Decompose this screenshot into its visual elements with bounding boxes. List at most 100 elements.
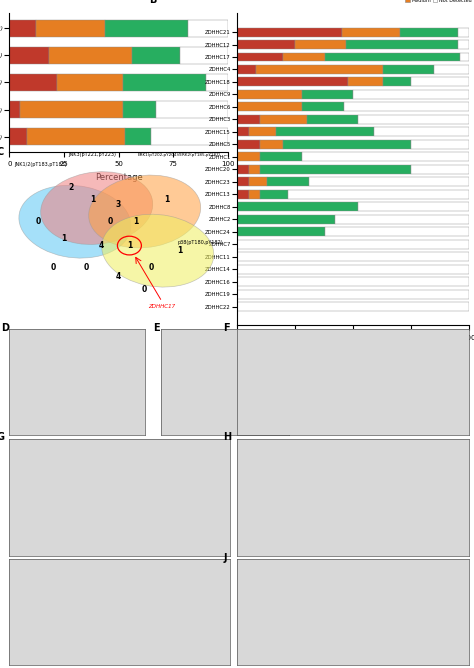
Bar bbox=[49, 47, 132, 64]
Bar bbox=[283, 53, 325, 61]
Text: JNK1/2(pT183,pT185): JNK1/2(pT183,pT185) bbox=[14, 162, 66, 167]
Bar bbox=[237, 290, 469, 299]
Bar bbox=[9, 19, 36, 37]
Bar bbox=[302, 90, 353, 99]
Bar bbox=[348, 77, 383, 86]
Bar bbox=[237, 227, 325, 236]
Bar bbox=[353, 90, 469, 99]
Bar bbox=[267, 177, 309, 186]
Text: 0: 0 bbox=[148, 263, 154, 272]
Text: 4: 4 bbox=[99, 241, 104, 250]
Bar bbox=[237, 77, 348, 86]
Text: ZDHHC17: ZDHHC17 bbox=[148, 305, 176, 309]
Ellipse shape bbox=[41, 172, 153, 244]
Bar bbox=[237, 240, 469, 248]
Bar bbox=[383, 65, 434, 74]
Text: ERK1(pT202,pY204)/ERK2(pT185,pY187): ERK1(pT202,pY204)/ERK2(pT185,pY187) bbox=[138, 153, 221, 157]
Bar bbox=[237, 90, 302, 99]
Bar bbox=[288, 190, 469, 199]
Bar bbox=[346, 40, 457, 49]
Text: B: B bbox=[149, 0, 156, 5]
Bar bbox=[180, 47, 228, 64]
Bar bbox=[20, 101, 123, 118]
Text: 0: 0 bbox=[83, 263, 89, 272]
Bar bbox=[325, 227, 469, 236]
Bar bbox=[400, 27, 457, 37]
Bar bbox=[237, 253, 469, 261]
Text: 0: 0 bbox=[107, 217, 112, 226]
Bar bbox=[237, 202, 358, 211]
Bar bbox=[237, 177, 248, 186]
Bar bbox=[237, 277, 469, 286]
Bar bbox=[237, 152, 260, 162]
Bar bbox=[132, 47, 180, 64]
Bar bbox=[248, 190, 260, 199]
Bar bbox=[302, 152, 469, 162]
Bar bbox=[9, 73, 57, 92]
X-axis label: Percentage: Percentage bbox=[329, 347, 377, 355]
Bar bbox=[123, 101, 155, 118]
Legend: High, Medium, Low, Not Detected: High, Medium, Low, Not Detected bbox=[405, 0, 472, 3]
Text: p38(pT180,pY182): p38(pT180,pY182) bbox=[178, 240, 223, 244]
Text: 1: 1 bbox=[164, 195, 169, 204]
Text: C: C bbox=[0, 147, 4, 157]
Bar bbox=[36, 19, 105, 37]
Text: G: G bbox=[0, 432, 4, 442]
Text: 0: 0 bbox=[35, 217, 40, 226]
Bar bbox=[255, 65, 383, 74]
Bar bbox=[260, 190, 288, 199]
Bar bbox=[155, 101, 228, 118]
Bar bbox=[237, 165, 248, 174]
Bar bbox=[260, 165, 411, 174]
Bar bbox=[9, 47, 49, 64]
Text: 0: 0 bbox=[142, 285, 147, 295]
Bar bbox=[151, 128, 228, 146]
Bar bbox=[358, 202, 469, 211]
Bar bbox=[237, 53, 283, 61]
Text: H: H bbox=[223, 432, 231, 442]
Bar bbox=[460, 53, 469, 61]
Text: 4: 4 bbox=[116, 272, 121, 281]
Bar bbox=[9, 128, 27, 146]
Text: F: F bbox=[223, 323, 230, 333]
Ellipse shape bbox=[89, 175, 201, 248]
Bar bbox=[283, 140, 411, 149]
Bar bbox=[188, 19, 228, 37]
Bar bbox=[237, 102, 302, 112]
Bar bbox=[248, 177, 267, 186]
Bar bbox=[411, 165, 469, 174]
Bar bbox=[457, 27, 469, 37]
Bar bbox=[237, 140, 260, 149]
Bar bbox=[411, 140, 469, 149]
Bar bbox=[358, 115, 469, 124]
Text: 2: 2 bbox=[68, 183, 73, 192]
Bar bbox=[125, 128, 151, 146]
Bar bbox=[411, 77, 469, 86]
Bar bbox=[206, 73, 228, 92]
Bar bbox=[237, 215, 335, 224]
Bar bbox=[335, 215, 469, 224]
Bar bbox=[325, 53, 460, 61]
Text: 3: 3 bbox=[116, 200, 121, 209]
Bar bbox=[27, 128, 125, 146]
Bar bbox=[295, 40, 346, 49]
Bar bbox=[374, 128, 469, 136]
Text: 1: 1 bbox=[127, 241, 132, 250]
Bar bbox=[260, 140, 283, 149]
Bar bbox=[237, 115, 260, 124]
Bar bbox=[383, 77, 411, 86]
Text: 1: 1 bbox=[90, 195, 95, 204]
Bar bbox=[237, 40, 295, 49]
Bar bbox=[123, 73, 206, 92]
Bar bbox=[248, 128, 276, 136]
Text: JNK3(pT221,pY223): JNK3(pT221,pY223) bbox=[68, 152, 116, 157]
Bar bbox=[105, 19, 188, 37]
Text: 0: 0 bbox=[50, 263, 56, 272]
Bar bbox=[344, 102, 469, 112]
X-axis label: Percentage: Percentage bbox=[95, 173, 142, 182]
Bar bbox=[248, 165, 260, 174]
Bar bbox=[237, 190, 248, 199]
Bar bbox=[260, 152, 302, 162]
Ellipse shape bbox=[102, 214, 214, 287]
Text: J: J bbox=[223, 553, 227, 562]
